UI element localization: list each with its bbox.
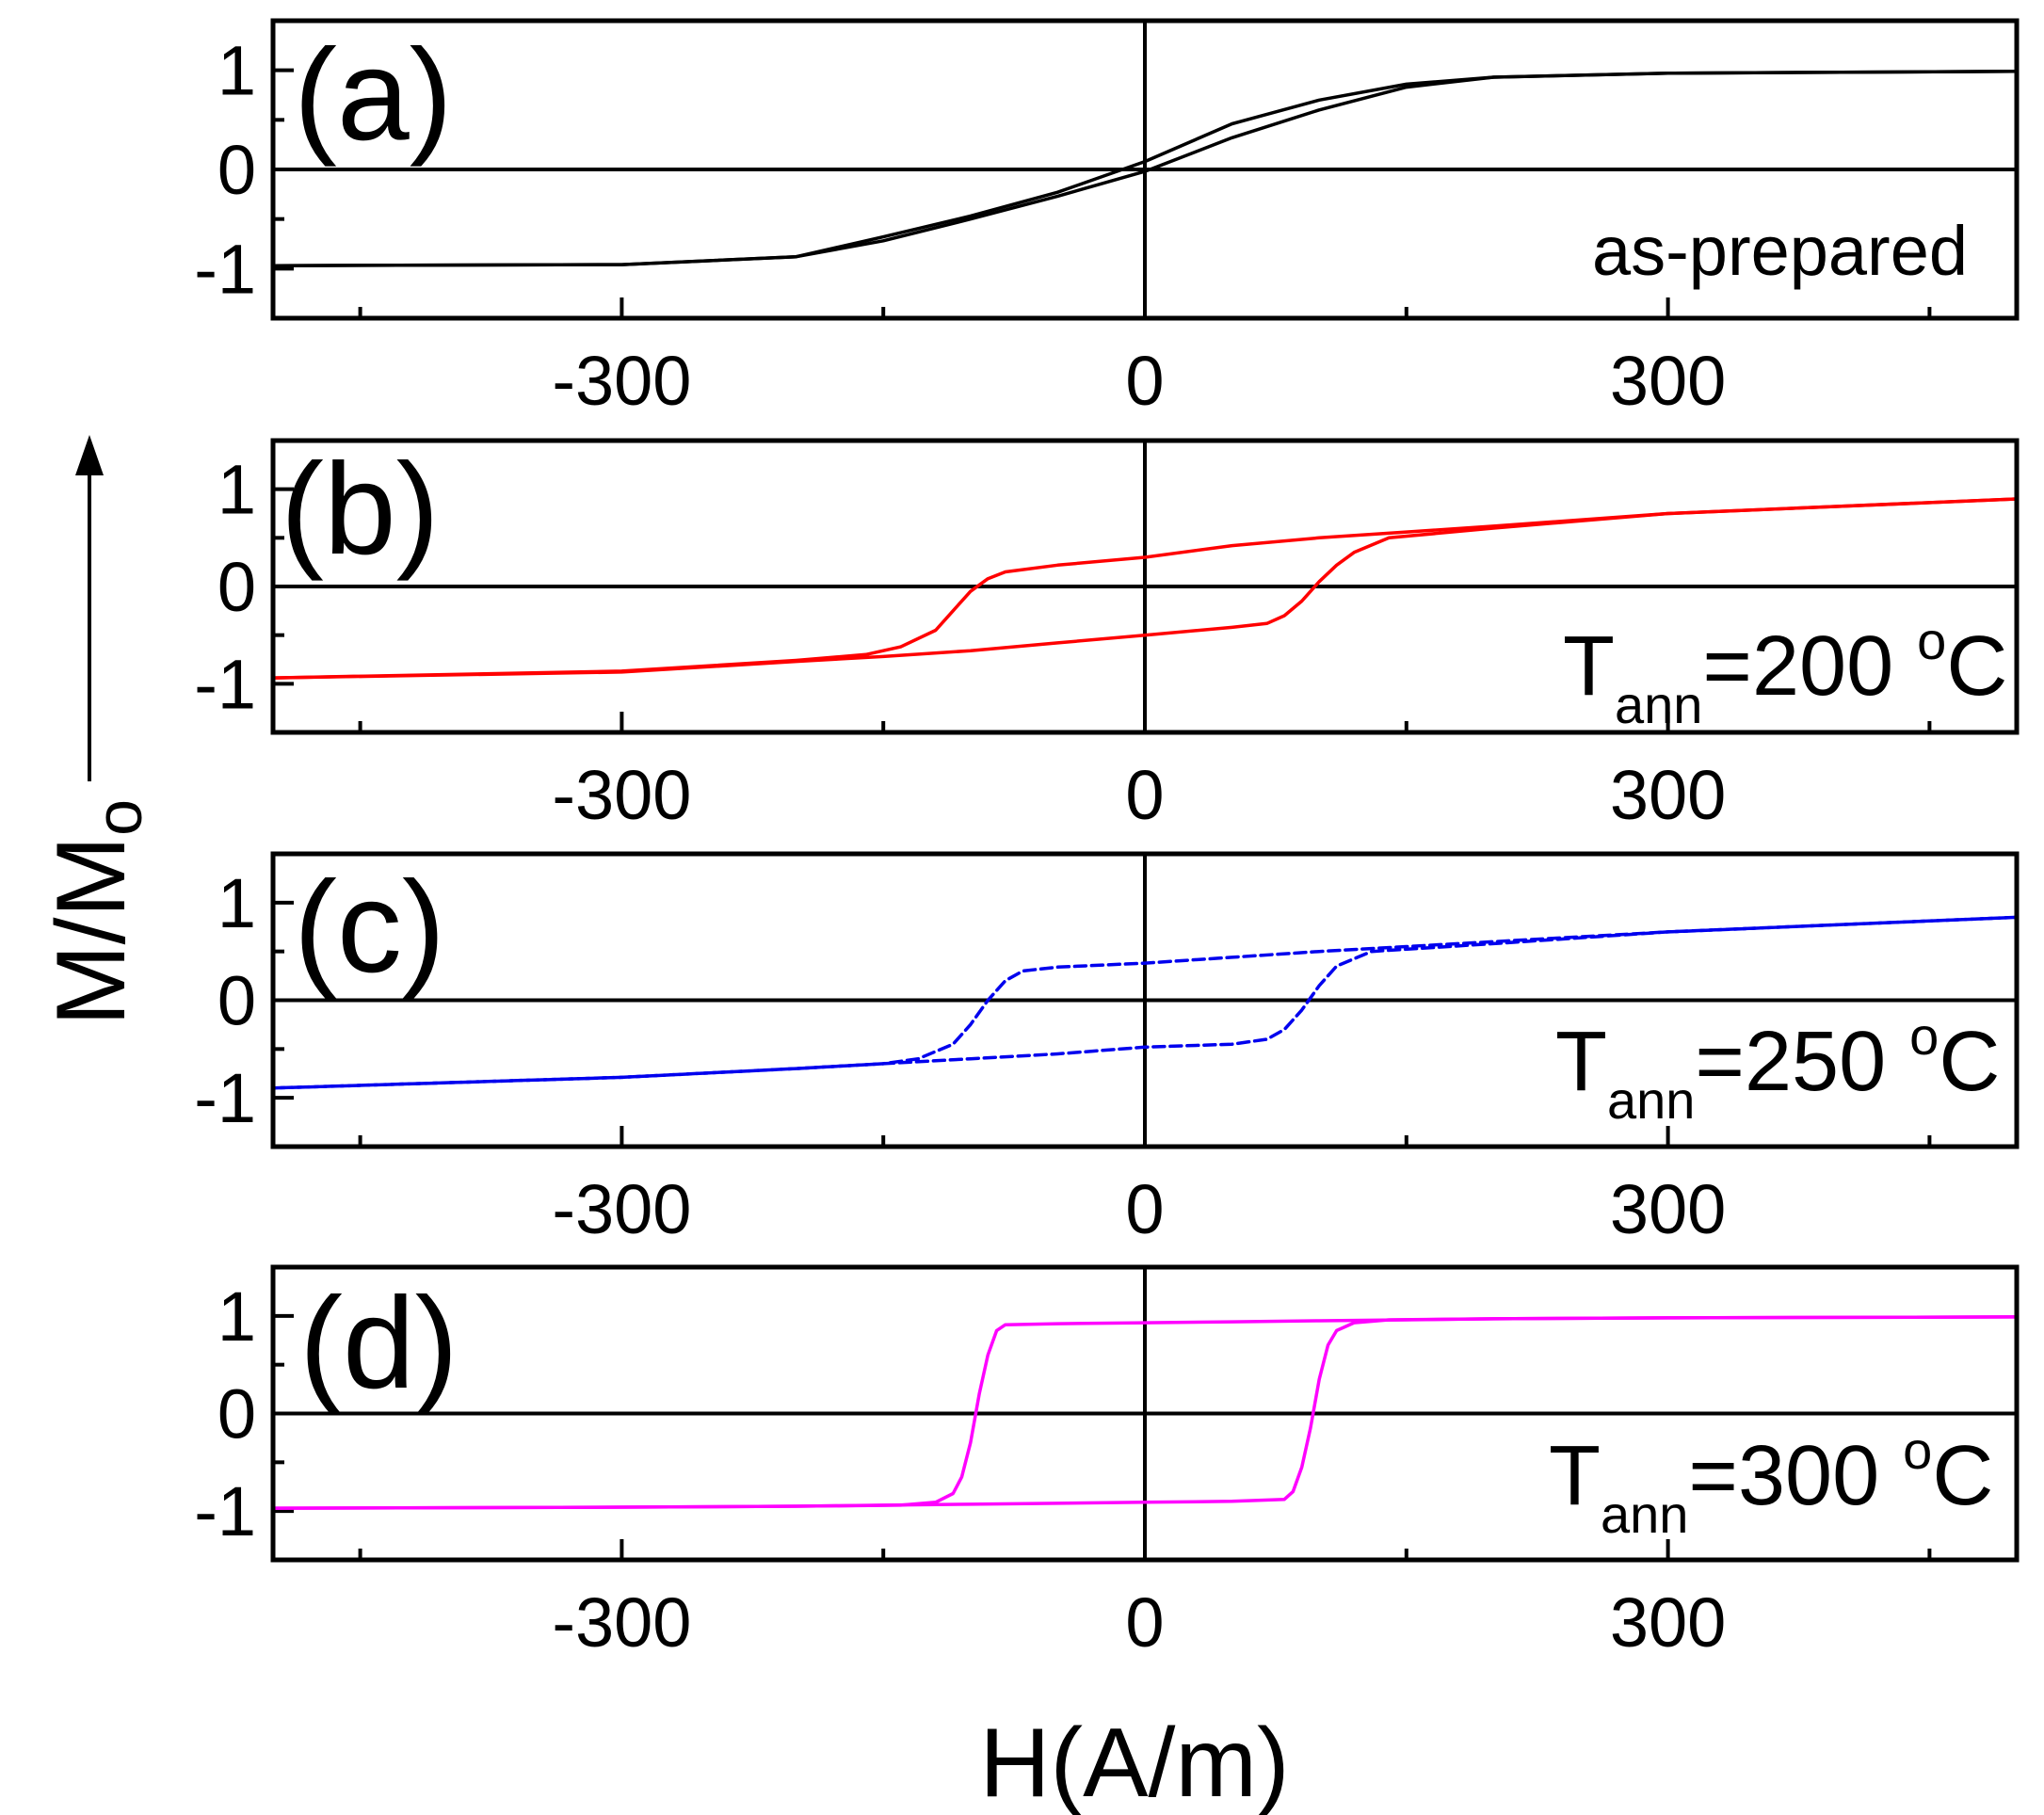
y-axis-label: M/Mo	[37, 799, 155, 1026]
y-tick-label: -1	[194, 645, 256, 723]
y-tick-label: 0	[217, 548, 256, 626]
y-tick-label: -1	[194, 1472, 256, 1550]
x-axis-label: H(A/m)	[979, 1709, 1289, 1815]
x-tick-label: 300	[1610, 1583, 1726, 1662]
panel-d: -1 0 1 -300 0 300 (d) Tann=300 oC	[194, 1264, 2020, 1662]
panel-frame	[270, 851, 2020, 1149]
anneal-temperature-label: Tann=200 oC	[1563, 611, 2007, 734]
anneal-temperature-label: Tann=300 oC	[1549, 1421, 1993, 1544]
x-tick-label: 0	[1125, 1583, 1164, 1662]
y-axis-label-group: M/Mo	[37, 435, 155, 1026]
x-tick-label: -300	[552, 1170, 691, 1248]
anneal-temperature-label: Tann=250 oC	[1555, 1006, 2000, 1130]
x-tick-label: 300	[1610, 342, 1726, 420]
y-tick-labels: -1 0 1	[194, 1277, 256, 1550]
x-tick-labels: -300 0 300	[552, 1583, 1726, 1662]
series-line	[271, 915, 2019, 1090]
hysteresis-curves	[271, 915, 2019, 1090]
panel-frame	[270, 1264, 2020, 1563]
x-tick-label: 300	[1610, 1170, 1726, 1248]
hysteresis-curves	[271, 69, 2019, 267]
y-tick-labels: -1 0 1	[194, 864, 256, 1137]
panel-b: -1 0 1 -300 0 300 (b) Tann=200 oC	[194, 437, 2020, 834]
panel-frame	[270, 438, 2020, 735]
hysteresis-curves	[271, 1315, 2019, 1510]
y-tick-label: -1	[194, 230, 256, 308]
y-tick-label: 0	[217, 962, 256, 1040]
series-line	[271, 69, 2019, 267]
x-tick-labels: -300 0 300	[552, 756, 1726, 834]
y-tick-label: 1	[217, 451, 256, 529]
panel-label: (c)	[294, 855, 445, 1000]
panel-frame	[270, 18, 2020, 321]
x-tick-label: -300	[552, 342, 691, 420]
panel-label: (b)	[281, 437, 440, 582]
x-tick-labels: -300 0 300	[552, 342, 1726, 420]
hysteresis-curves	[271, 497, 2019, 680]
x-tick-label: -300	[552, 1583, 691, 1662]
panel-c: -1 0 1 -300 0 300 (c) Tann=250 oC	[194, 851, 2020, 1248]
x-tick-labels: -300 0 300	[552, 1170, 1726, 1248]
series-line	[271, 915, 2019, 1090]
y-tick-label: -1	[194, 1059, 256, 1137]
y-tick-label: 1	[217, 32, 256, 110]
series-line	[271, 497, 2019, 680]
sample-annotation: as-prepared	[1592, 212, 1968, 290]
y-tick-label: 0	[217, 1375, 256, 1454]
y-tick-label: 0	[217, 131, 256, 209]
panel-a: -1 0 1 -300 0 300 (a) as-prepared	[194, 18, 2020, 420]
x-tick-label: 300	[1610, 756, 1726, 834]
y-tick-labels: -1 0 1	[194, 451, 256, 724]
series-line	[271, 1315, 2019, 1510]
y-tick-labels: -1 0 1	[194, 32, 256, 309]
y-tick-label: 1	[217, 1277, 256, 1356]
y-axis-arrow-head	[75, 435, 104, 475]
x-tick-label: -300	[552, 756, 691, 834]
x-tick-label: 0	[1125, 1170, 1164, 1248]
y-tick-label: 1	[217, 864, 256, 942]
series-line	[271, 497, 2019, 680]
panel-label: (a)	[294, 23, 453, 168]
panel-label: (d)	[299, 1271, 459, 1416]
x-tick-label: 0	[1125, 756, 1164, 834]
x-tick-label: 0	[1125, 342, 1164, 420]
